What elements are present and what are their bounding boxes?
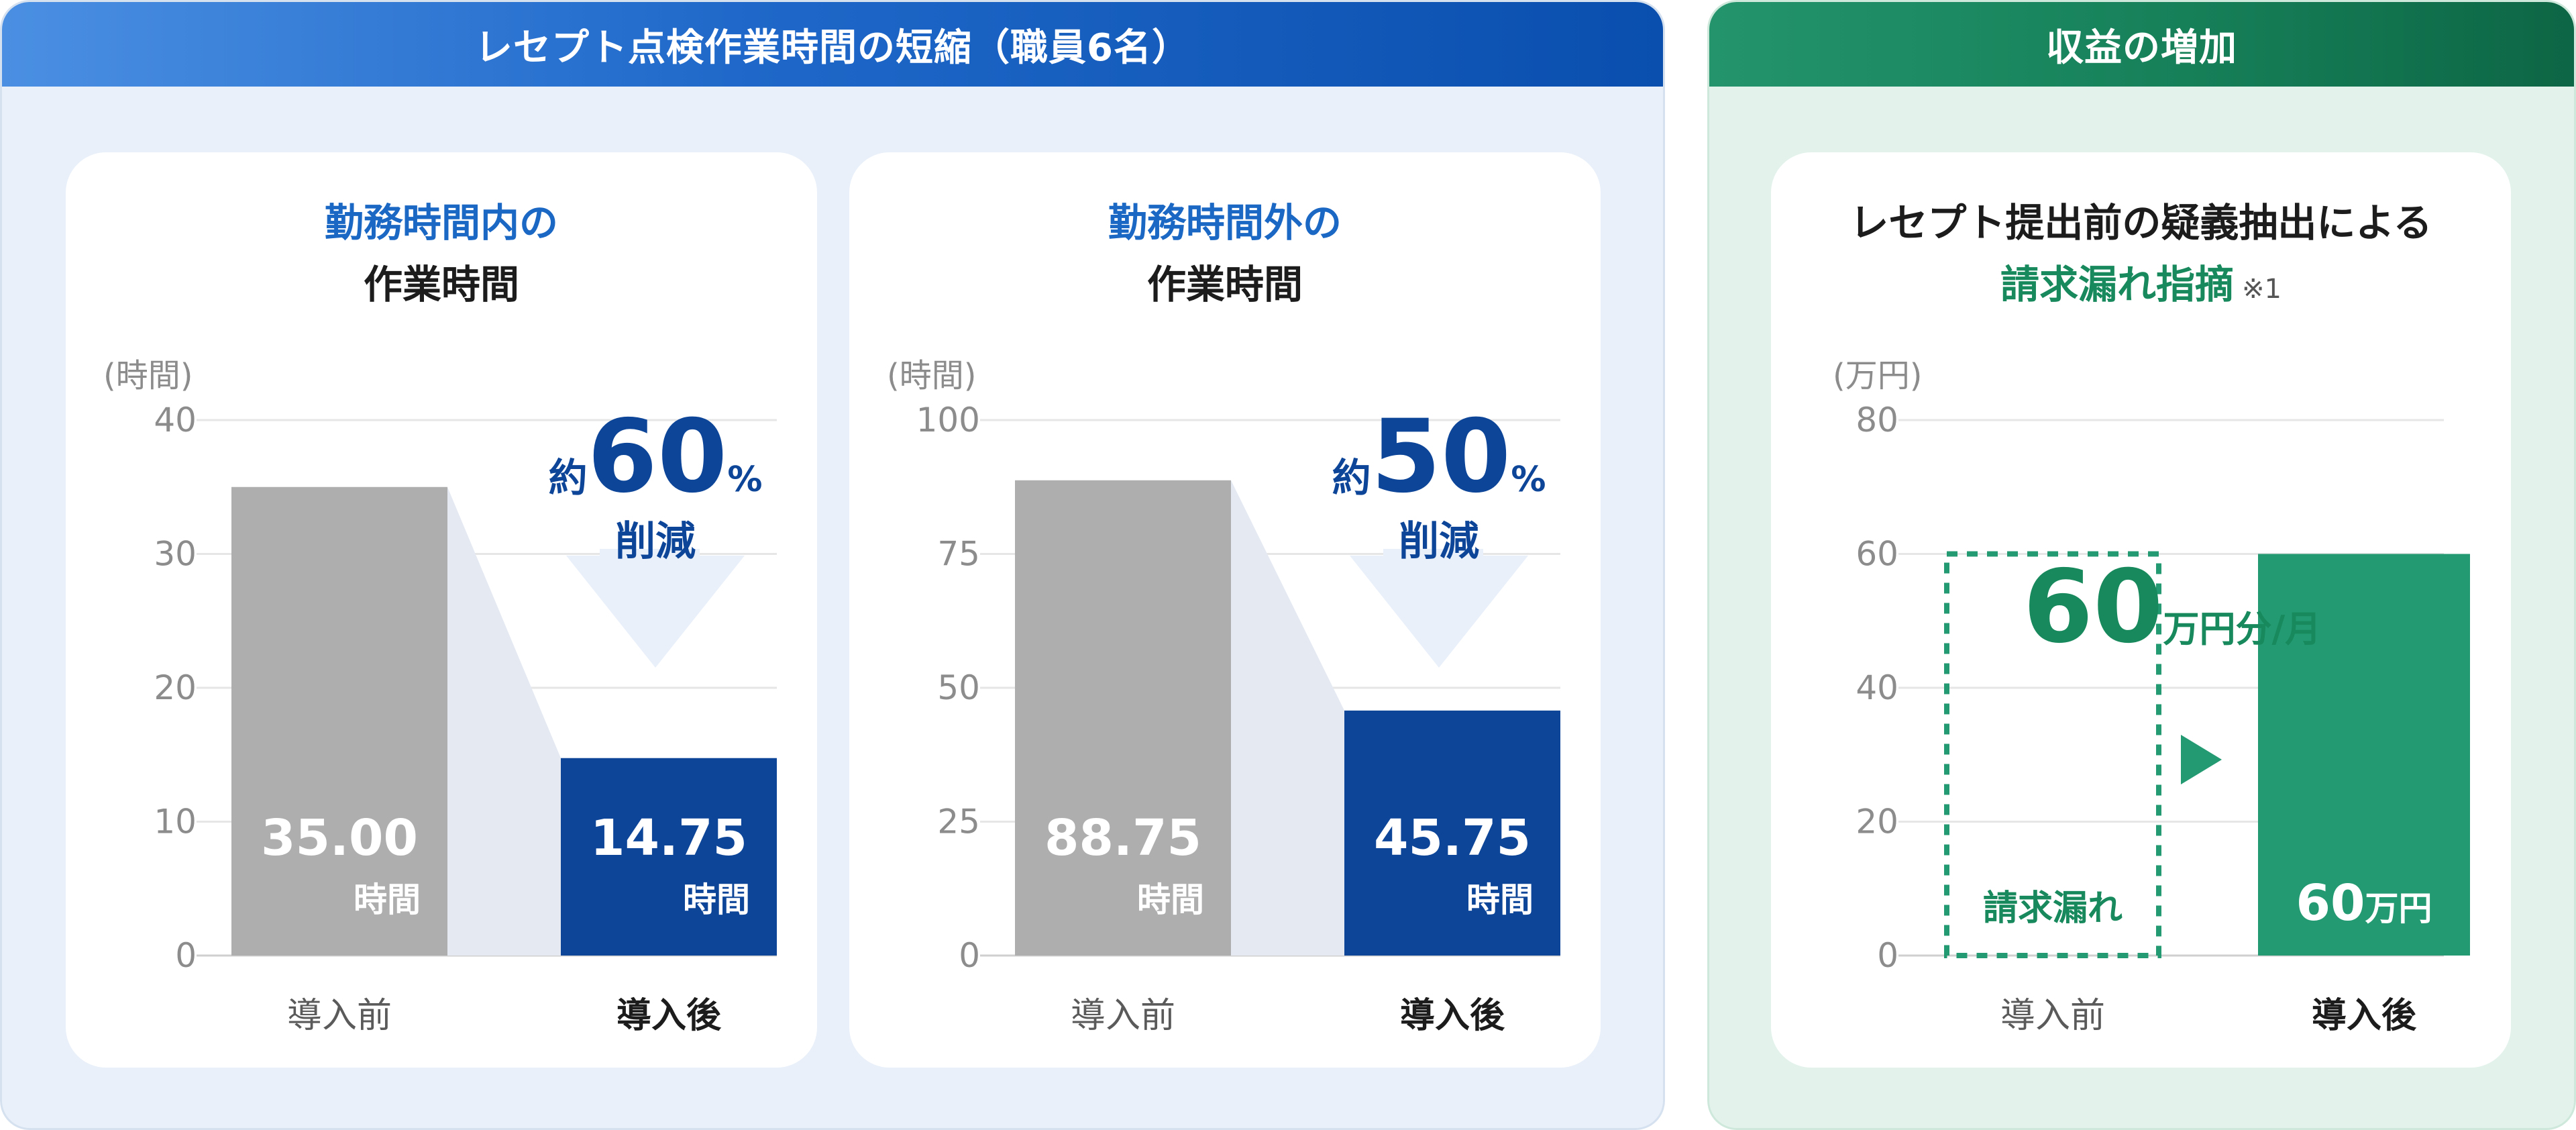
revenue-banner: 収益の増加 <box>1709 2 2574 87</box>
reduction-shading <box>447 486 561 956</box>
bar-unit-label: 時間 <box>354 880 421 919</box>
x-category-label: 導入前 <box>287 996 392 1036</box>
y-tick-label: 10 <box>154 803 197 841</box>
y-axis-unit-label: (時間) <box>103 357 193 395</box>
bar-before <box>1015 480 1231 956</box>
play-triangle-icon <box>2181 735 2222 784</box>
in-hours-title-line1: 勤務時間内の <box>324 200 558 246</box>
revenue-callout: 60万円分/月 <box>2023 549 2321 666</box>
bar-after-label: 60万円 <box>2296 874 2432 932</box>
y-tick-label: 75 <box>937 535 980 574</box>
reduction-shading <box>1231 480 1344 956</box>
time-reduction-panel: レセプト点検作業時間の短縮（職員6名） 勤務時間内の 作業時間 (時間) 0 10 2… <box>0 0 1665 1130</box>
y-tick-label: 20 <box>1856 803 1898 841</box>
x-category-label: 導入後 <box>1400 996 1505 1036</box>
x-category-label: 導入後 <box>2312 996 2417 1036</box>
bar-after <box>561 758 777 956</box>
revenue-title-line2: 請求漏れ指摘 <box>2000 262 2235 307</box>
revenue-card: レセプト提出前の疑義抽出による 請求漏れ指摘 ※1 (万円) 0 20 40 60 80 請求… <box>1771 152 2511 1068</box>
reduction-callout-word: 削減 <box>1399 518 1479 565</box>
y-tick-label: 60 <box>1856 535 1898 574</box>
y-tick-label: 20 <box>154 668 197 707</box>
bar-unit-label: 時間 <box>1466 880 1534 919</box>
bar-value-label: 88.75 <box>1044 809 1201 867</box>
bar-after <box>2258 554 2470 956</box>
reduction-callout-word: 削減 <box>615 518 696 565</box>
bar-unit-label: 時間 <box>1137 880 1204 919</box>
y-tick-label: 25 <box>937 803 980 841</box>
reduction-callout: 約50% <box>1332 399 1546 515</box>
y-tick-label: 40 <box>154 401 197 440</box>
y-tick-label: 0 <box>175 936 197 975</box>
bar-after <box>1344 710 1560 956</box>
y-tick-label: 100 <box>916 401 980 440</box>
y-tick-label: 0 <box>959 936 980 975</box>
bar-value-label: 45.75 <box>1374 809 1531 867</box>
bar-before-dashed <box>1944 551 2161 958</box>
in-hours-card: 勤務時間内の 作業時間 (時間) 0 10 20 30 40 35.00 時間 14.75 時間導… <box>66 152 817 1068</box>
overtime-title-line1: 勤務時間外の <box>1108 200 1342 246</box>
y-axis-unit-label: (万円) <box>1833 357 1922 395</box>
revenue-title-line1: レセプト提出前の疑義抽出による <box>1849 200 2432 246</box>
revenue-footnote: ※1 <box>2242 274 2282 305</box>
bar-before-label: 請求漏れ <box>1983 888 2123 929</box>
x-category-label: 導入後 <box>616 996 722 1036</box>
y-tick-label: 80 <box>1856 401 1898 440</box>
down-arrow-icon <box>1350 549 1528 668</box>
y-axis-unit-label: (時間) <box>887 357 976 395</box>
y-tick-label: 0 <box>1877 936 1898 975</box>
revenue-title-line2-wrap: 請求漏れ指摘 ※1 <box>1771 253 2511 309</box>
x-category-label: 導入前 <box>2000 996 2105 1036</box>
revenue-panel: 収益の増加 レセプト提出前の疑義抽出による 請求漏れ指摘 ※1 (万円) 0 20 40… <box>1707 0 2576 1130</box>
bar-before <box>231 486 447 956</box>
overtime-title-line2: 作業時間 <box>1146 262 1303 307</box>
bar-value-label: 14.75 <box>590 809 747 867</box>
y-tick-label: 40 <box>1856 668 1898 707</box>
in-hours-title-line2: 作業時間 <box>363 262 519 307</box>
bar-unit-label: 時間 <box>683 880 750 919</box>
bar-value-label: 35.00 <box>261 809 418 867</box>
y-tick-label: 50 <box>937 668 980 707</box>
down-arrow-icon <box>566 549 745 668</box>
time-reduction-banner: レセプト点検作業時間の短縮（職員6名） <box>2 2 1663 87</box>
overtime-card: 勤務時間外の 作業時間 (時間) 0 25 50 75 100 88.75 時間 45.75 時間… <box>849 152 1601 1068</box>
y-tick-label: 30 <box>154 535 197 574</box>
reduction-callout: 約60% <box>549 399 763 515</box>
x-category-label: 導入前 <box>1071 996 1175 1036</box>
